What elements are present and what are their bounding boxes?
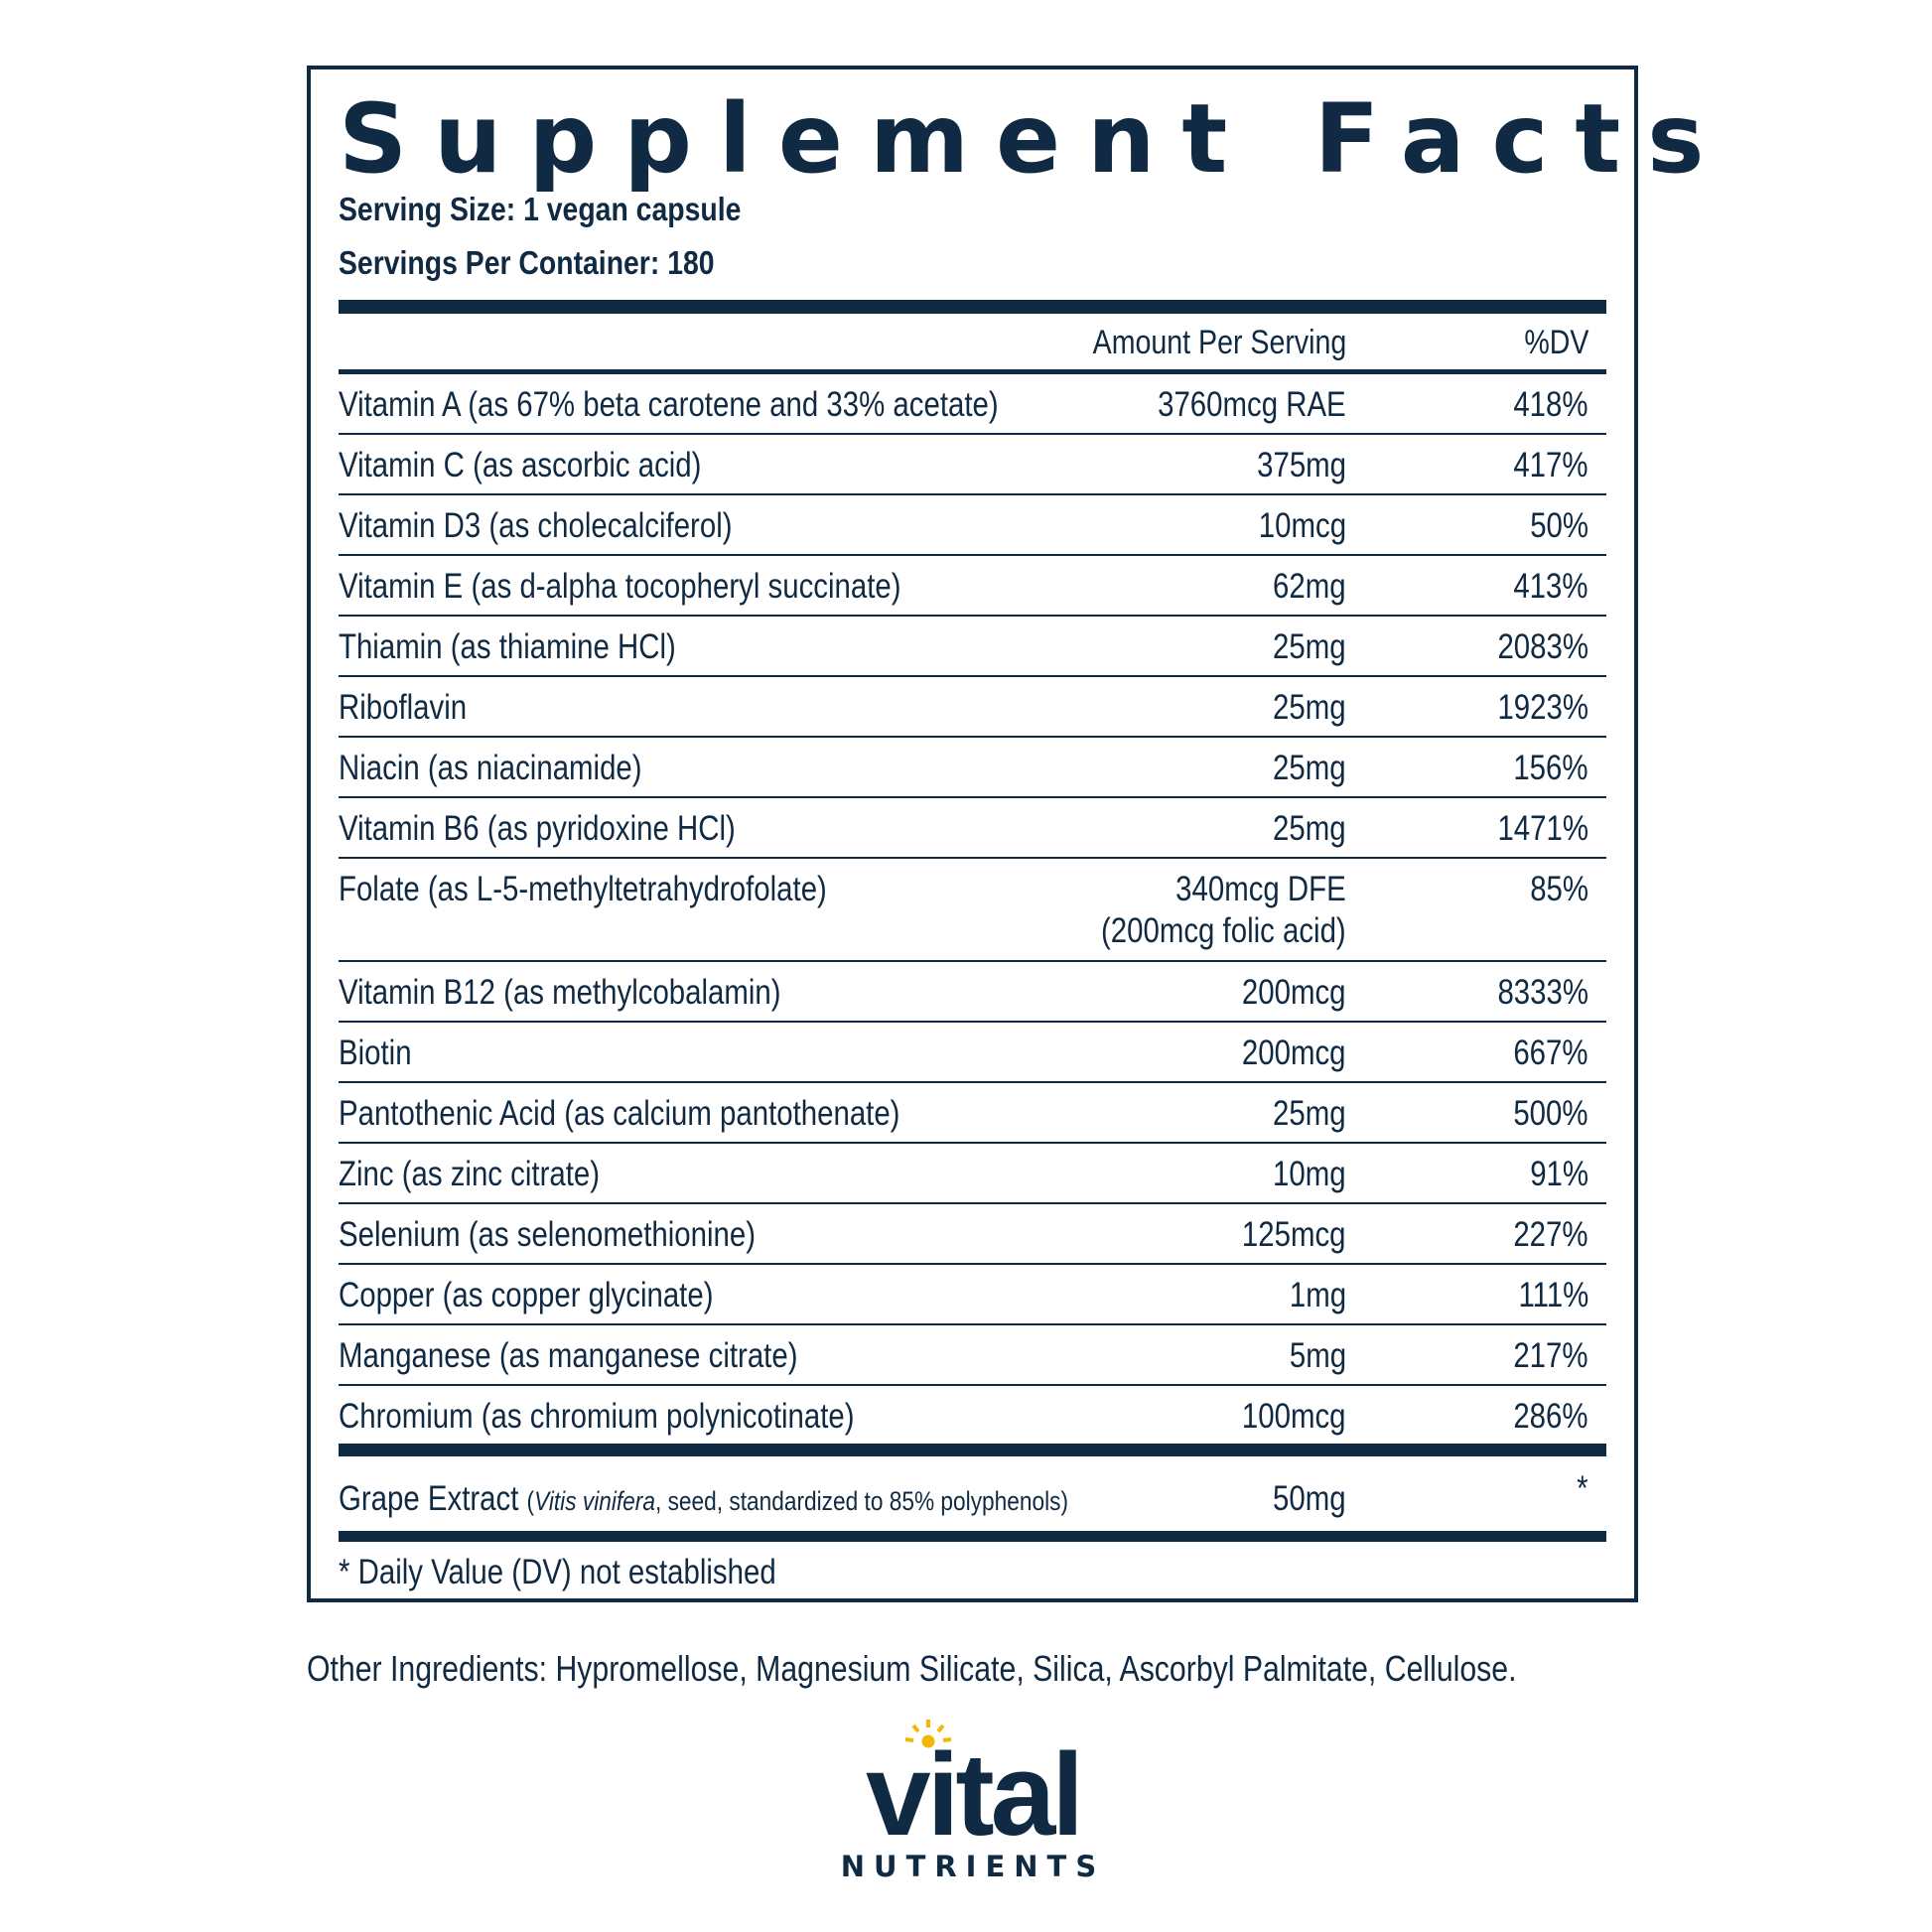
nutrient-amount: 25mg <box>1273 627 1346 666</box>
footnote: * Daily Value (DV) not established <box>339 1553 776 1591</box>
nutrient-name: Vitamin E (as d-alpha tocopheryl succina… <box>339 567 901 606</box>
nutrient-row: Biotin 200mcg 667% <box>339 1023 1606 1083</box>
column-header-amount: Amount Per Serving <box>1092 324 1346 361</box>
nutrient-dv: 417% <box>1513 446 1588 484</box>
nutrient-row: Vitamin E (as d-alpha tocopheryl succina… <box>339 556 1606 617</box>
nutrient-name: Vitamin A (as 67% beta carotene and 33% … <box>339 385 999 424</box>
nutrient-dv: 418% <box>1513 385 1588 424</box>
nutrient-amount: 25mg <box>1273 809 1346 848</box>
grape-extract-note: (Vitis vinifera, seed, standardized to 8… <box>526 1486 1069 1516</box>
nutrient-amount: 10mcg <box>1258 506 1346 545</box>
nutrient-row: Selenium (as selenomethionine) 125mcg 227% <box>339 1204 1606 1265</box>
panel-title: Supplement Facts <box>339 83 1731 195</box>
divider-thick-bottom <box>339 1531 1606 1542</box>
nutrient-row: Folate (as L-5-methyltetrahydrofolate) 34… <box>339 859 1606 962</box>
nutrient-amount: 100mcg <box>1242 1397 1346 1436</box>
nutrient-name: Vitamin B12 (as methylcobalamin) <box>339 973 781 1012</box>
nutrient-row: Thiamin (as thiamine HCl) 25mg 2083% <box>339 617 1606 677</box>
nutrient-name: Selenium (as selenomethionine) <box>339 1215 756 1254</box>
grape-extract-amount: 50mg <box>1273 1479 1346 1518</box>
nutrient-amount: 375mg <box>1257 446 1346 484</box>
nutrient-dv: 227% <box>1513 1215 1588 1254</box>
vital-nutrients-logo: vital NUTRIENTS <box>841 1720 1105 1883</box>
nutrient-row: Niacin (as niacinamide) 25mg 156% <box>339 738 1606 798</box>
nutrient-name: Niacin (as niacinamide) <box>339 749 642 787</box>
nutrient-name: Riboflavin <box>339 688 468 727</box>
nutrient-row: Chromium (as chromium polynicotinate) 100… <box>339 1386 1606 1447</box>
divider-header <box>339 369 1606 374</box>
nutrient-amount: 200mcg <box>1242 973 1346 1012</box>
nutrient-row: Vitamin C (as ascorbic acid) 375mg 417% <box>339 435 1606 495</box>
nutrient-row: Copper (as copper glycinate) 1mg 111% <box>339 1265 1606 1325</box>
nutrient-amount: 5mg <box>1289 1336 1346 1375</box>
logo-word: vital <box>866 1729 1080 1861</box>
nutrient-row: Riboflavin 25mg 1923% <box>339 677 1606 738</box>
nutrient-name: Thiamin (as thiamine HCl) <box>339 627 676 666</box>
nutrient-name: Manganese (as manganese citrate) <box>339 1336 798 1375</box>
nutrient-dv: 111% <box>1518 1276 1588 1314</box>
nutrient-amount: 3760mcg RAE <box>1158 385 1346 424</box>
other-ingredients: Other Ingredients: Hypromellose, Magnesi… <box>307 1648 1517 1689</box>
nutrient-amount: 200mcg <box>1242 1034 1346 1072</box>
nutrient-amount: 25mg <box>1273 749 1346 787</box>
nutrient-name: Biotin <box>339 1034 412 1072</box>
nutrient-dv: 286% <box>1513 1397 1588 1436</box>
grape-extract-name: Grape Extract <box>339 1479 519 1518</box>
nutrient-dv: 91% <box>1530 1155 1588 1193</box>
nutrient-amount: 125mcg <box>1242 1215 1346 1254</box>
nutrient-amount: 62mg <box>1273 567 1346 606</box>
nutrient-row: Zinc (as zinc citrate) 10mg 91% <box>339 1144 1606 1204</box>
nutrient-name: Folate (as L-5-methyltetrahydrofolate) <box>339 870 827 908</box>
nutrient-name: Copper (as copper glycinate) <box>339 1276 714 1314</box>
grape-extract-row: Grape Extract (Vitis vinifera, seed, sta… <box>339 1456 1606 1531</box>
sun-icon <box>904 1720 952 1748</box>
nutrient-dv: 500% <box>1513 1094 1588 1133</box>
nutrient-amount: 1mg <box>1289 1276 1346 1314</box>
logo-sub: NUTRIENTS <box>841 1850 1105 1883</box>
nutrient-name: Zinc (as zinc citrate) <box>339 1155 601 1193</box>
nutrient-dv: 217% <box>1513 1336 1588 1375</box>
divider-thick-mid <box>339 1444 1606 1456</box>
nutrient-name: Pantothenic Acid (as calcium pantothenat… <box>339 1094 900 1133</box>
serving-size: Serving Size: 1 vegan capsule <box>339 191 742 227</box>
nutrient-dv: 50% <box>1530 506 1588 545</box>
grape-extract-label: Grape Extract (Vitis vinifera, seed, sta… <box>339 1478 1068 1522</box>
nutrient-dv: 1923% <box>1497 688 1588 727</box>
nutrient-dv: 1471% <box>1497 809 1588 848</box>
nutrient-amount: 25mg <box>1273 688 1346 727</box>
nutrient-dv: 85% <box>1530 870 1588 908</box>
nutrient-dv: 413% <box>1513 567 1588 606</box>
nutrient-name: Vitamin C (as ascorbic acid) <box>339 446 702 484</box>
nutrient-dv: 2083% <box>1497 627 1588 666</box>
nutrient-amount: 10mg <box>1273 1155 1346 1193</box>
nutrient-row: Vitamin B12 (as methylcobalamin) 200mcg 83… <box>339 962 1606 1023</box>
nutrient-dv: 156% <box>1513 749 1588 787</box>
divider-thick-top <box>339 300 1606 314</box>
supplement-facts-panel: Supplement Facts Serving Size: 1 vegan c… <box>307 66 1704 1602</box>
servings-per-container: Servings Per Container: 180 <box>339 244 715 281</box>
grape-extract-dv: * <box>1577 1469 1588 1508</box>
nutrient-dv: 667% <box>1513 1034 1588 1072</box>
nutrient-name: Vitamin B6 (as pyridoxine HCl) <box>339 809 736 848</box>
nutrient-row: Manganese (as manganese citrate) 5mg 217% <box>339 1325 1606 1386</box>
nutrient-dv: 8333% <box>1497 973 1588 1012</box>
nutrient-amount: 25mg <box>1273 1094 1346 1133</box>
column-header-dv: %DV <box>1523 324 1588 361</box>
nutrient-row: Vitamin A (as 67% beta carotene and 33% … <box>339 374 1606 435</box>
nutrient-name: Chromium (as chromium polynicotinate) <box>339 1397 855 1436</box>
nutrient-row: Pantothenic Acid (as calcium pantothenat… <box>339 1083 1606 1144</box>
nutrient-row: Vitamin D3 (as cholecalciferol) 10mcg 50% <box>339 495 1606 556</box>
nutrient-amount: 340mcg DFE (200mcg folic acid) <box>1101 870 1346 950</box>
nutrient-name: Vitamin D3 (as cholecalciferol) <box>339 506 733 545</box>
nutrient-row: Vitamin B6 (as pyridoxine HCl) 25mg 1471% <box>339 798 1606 859</box>
